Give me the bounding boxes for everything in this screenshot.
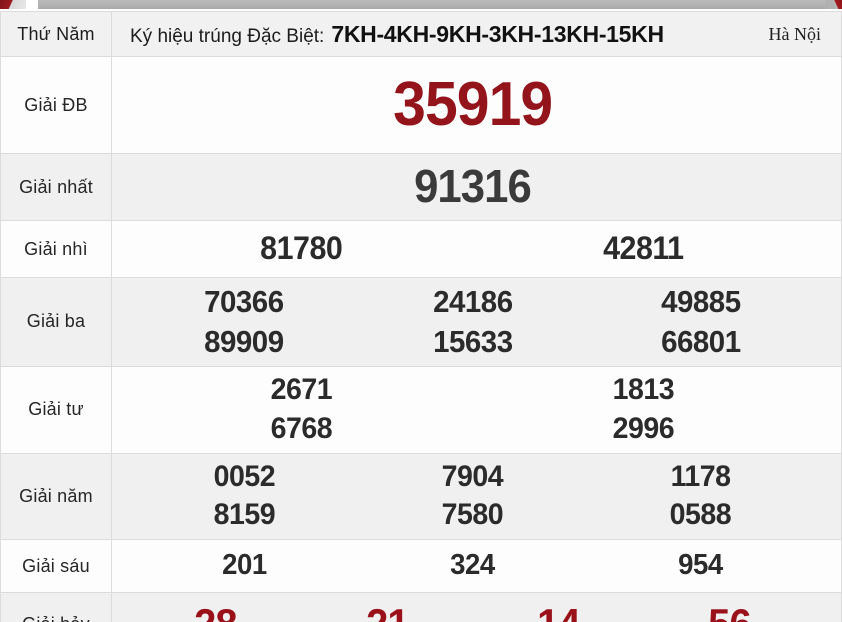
prize-number: 81780 (260, 230, 343, 267)
prize-row-bay: Giải bảy 28 21 14 56 (0, 592, 842, 622)
prize-number: 24186 (432, 284, 513, 319)
prize-label-bay: Giải bảy (0, 592, 112, 622)
prize-label-nhi: Giải nhì (0, 220, 112, 278)
prize-number: 954 (678, 549, 724, 582)
number-grid-db: 35919 (112, 65, 841, 145)
prize-number: 56 (708, 600, 751, 622)
prize-values-sau: 201 324 954 (111, 539, 842, 594)
prize-row-nam: Giải năm 0052 7904 1178 8159 7580 0588 (0, 452, 842, 541)
prize-number: 324 (450, 549, 495, 582)
prize-number: 0052 (213, 459, 275, 493)
prize-label-db: Giải ĐB (0, 56, 112, 154)
prize-label-nam: Giải năm (0, 452, 112, 541)
prize-number: 14 (537, 600, 580, 622)
prize-number: 2996 (612, 411, 675, 445)
prize-label-tu: Giải tư (0, 365, 112, 454)
number-grid-bay: 28 21 14 56 (112, 594, 841, 622)
prize-row-sau: Giải sáu 201 324 954 (0, 539, 842, 594)
top-strip-corner-mark-left (0, 0, 26, 9)
prize-label-sau: Giải sáu (0, 539, 112, 594)
top-strip-corner-mark-right (826, 0, 842, 9)
number-grid-nam: 0052 7904 1178 8159 7580 0588 (112, 454, 841, 540)
region-name: Hà Nội (768, 23, 822, 44)
number-grid-ba: 70366 24186 49885 89909 15633 66801 (112, 278, 841, 366)
prize-row-nhat: Giải nhất 91316 (0, 153, 842, 221)
prize-number: 6768 (270, 411, 333, 445)
prize-label-nhat: Giải nhất (0, 153, 112, 221)
prize-row-nhi: Giải nhì 81780 42811 (0, 220, 842, 278)
prize-number: 0588 (670, 498, 732, 532)
prize-number: 1813 (612, 372, 675, 406)
header-main-cell: Ký hiệu trúng Đặc Biệt: 7KH-4KH-9KH-3KH-… (111, 11, 842, 57)
prize-number: 7904 (441, 459, 504, 493)
prize-number: 49885 (661, 284, 741, 319)
number-grid-nhat: 91316 (112, 154, 841, 219)
prize-values-db: 35919 (111, 56, 842, 154)
prize-number: 66801 (661, 323, 741, 359)
top-strip-bar (38, 0, 842, 9)
prize-number: 8159 (213, 498, 275, 532)
prize-row-ba: Giải ba 70366 24186 49885 89909 15633 66… (0, 277, 842, 367)
prize-row-db: Giải ĐB 35919 (0, 56, 842, 154)
prize-number: 15633 (432, 323, 513, 359)
prize-values-nam: 0052 7904 1178 8159 7580 0588 (111, 452, 842, 541)
prize-row-tu: Giải tư 2671 1813 6768 2996 (0, 365, 842, 454)
prize-number: 70366 (204, 284, 284, 319)
number-grid-nhi: 81780 42811 (112, 224, 841, 273)
prize-values-bay: 28 21 14 56 (111, 592, 842, 622)
prize-values-ba: 70366 24186 49885 89909 15633 66801 (111, 277, 842, 367)
prize-values-tu: 2671 1813 6768 2996 (111, 365, 842, 454)
prize-number: 28 (194, 600, 237, 622)
number-grid-tu: 2671 1813 6768 2996 (112, 367, 841, 453)
special-signature: Ký hiệu trúng Đặc Biệt: 7KH-4KH-9KH-3KH-… (130, 21, 664, 48)
prize-number: 7580 (441, 498, 504, 532)
prize-label-ba: Giải ba (0, 277, 112, 367)
prize-number: 201 (221, 549, 267, 582)
prize-number: 1178 (670, 459, 731, 493)
number-grid-sau: 201 324 954 (112, 543, 841, 589)
prize-number: 42811 (603, 230, 685, 267)
prize-values-nhi: 81780 42811 (111, 220, 842, 278)
prize-number: 21 (366, 600, 409, 622)
prize-number: 91316 (414, 160, 532, 213)
header-weekday: Thứ Năm (0, 11, 112, 57)
special-signature-label: Ký hiệu trúng Đặc Biệt: (130, 25, 325, 47)
prize-values-nhat: 91316 (111, 153, 842, 221)
lottery-results-table: Thứ Năm Ký hiệu trúng Đặc Biệt: 7KH-4KH-… (0, 11, 842, 622)
prize-number: 2671 (270, 372, 333, 406)
prize-number: 89909 (204, 323, 284, 359)
page-top-strip (0, 0, 842, 11)
table-header-row: Thứ Năm Ký hiệu trúng Đặc Biệt: 7KH-4KH-… (0, 11, 842, 57)
special-signature-codes: 7KH-4KH-9KH-3KH-13KH-15KH (331, 20, 664, 47)
prize-number: 35919 (392, 70, 553, 140)
